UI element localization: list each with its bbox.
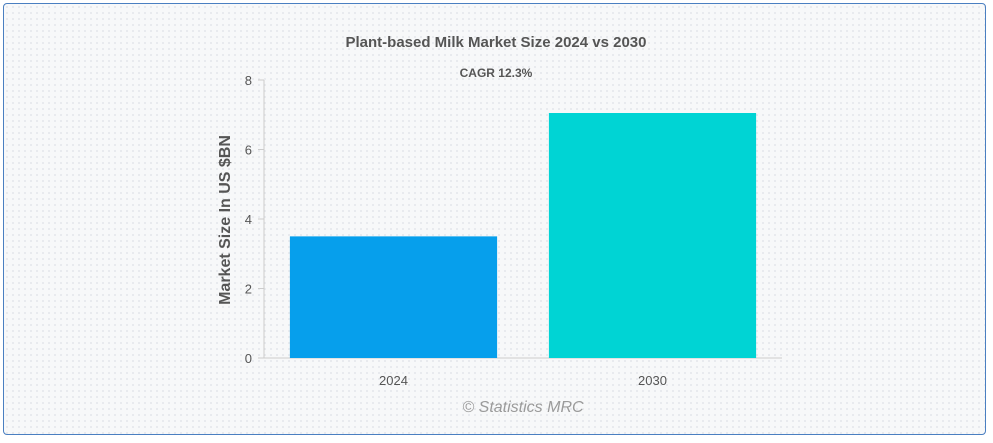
watermark: © Statistics MRC [462,399,584,416]
y-tick-label: 6 [245,143,252,158]
chart-frame: Plant-based Milk Market Size 2024 vs 203… [3,3,986,435]
y-tick-label: 0 [245,351,252,366]
x-ticks: 2024 2030 [379,373,667,388]
y-ticks: 0 2 4 6 8 [245,73,264,366]
bar-2030[interactable] [548,113,757,358]
y-axis-label: Market Size In US $BN [217,135,234,305]
bar-2024[interactable] [289,236,498,358]
x-tick-label: 2030 [638,373,667,388]
y-tick-label: 2 [245,282,252,297]
chart-subtitle: CAGR 12.3% [460,66,533,80]
y-tick-label: 8 [245,73,252,88]
bars [289,113,757,358]
y-tick-label: 4 [245,212,252,227]
x-tick-label: 2024 [379,373,408,388]
chart-svg: Plant-based Milk Market Size 2024 vs 203… [217,34,782,416]
chart-title: Plant-based Milk Market Size 2024 vs 203… [346,34,647,51]
